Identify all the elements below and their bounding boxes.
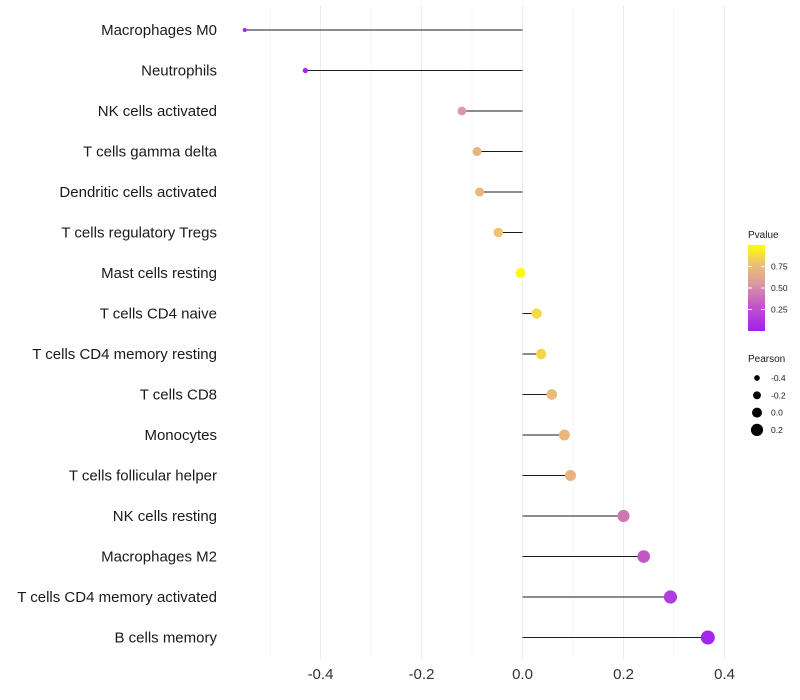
size-legend-label: 0.0 — [771, 408, 783, 418]
category-label: Monocytes — [144, 427, 217, 444]
category-label: T cells CD4 naive — [100, 306, 217, 323]
size-legend-point — [750, 423, 764, 436]
category-label: T cells gamma delta — [83, 144, 218, 161]
lollipop-point — [558, 429, 570, 441]
category-label: NK cells activated — [98, 103, 217, 120]
category-label: Macrophages M0 — [101, 22, 217, 39]
category-label: T cells CD4 memory activated — [17, 589, 217, 606]
category-label: Mast cells resting — [101, 265, 217, 282]
lollipop-point — [546, 389, 558, 400]
size-legend-label: 0.2 — [771, 425, 783, 435]
x-tick-label: -0.4 — [308, 666, 334, 683]
category-label: Macrophages M2 — [101, 549, 217, 566]
lollipop-point — [535, 348, 547, 360]
size-legend-point — [752, 407, 762, 418]
color-legend-bar — [748, 245, 765, 331]
lollipop-point — [493, 227, 504, 238]
lollipop-point — [700, 630, 715, 645]
lollipop-point — [475, 187, 485, 197]
color-legend-label: 0.25 — [771, 305, 788, 315]
x-tick-label: 0.4 — [714, 666, 735, 683]
category-label: NK cells resting — [113, 508, 217, 525]
lollipop-point — [242, 28, 247, 32]
color-legend-label: 0.75 — [771, 262, 788, 272]
color-legend-label: 0.50 — [771, 283, 788, 293]
size-legend-label: -0.2 — [771, 390, 786, 400]
category-label: T cells CD4 memory resting — [32, 346, 217, 363]
x-tick-label: 0.0 — [512, 666, 533, 683]
lollipop-point — [457, 106, 467, 116]
lollipop-point — [515, 268, 526, 278]
size-legend-title: Pearson — [748, 354, 785, 365]
x-tick-label: -0.2 — [409, 666, 435, 683]
lollipop-point — [663, 590, 678, 604]
category-label: T cells regulatory Tregs — [61, 225, 217, 242]
category-label: T cells follicular helper — [69, 468, 217, 485]
legend: Pvalue 0.75 0.50 0.25 Pearson -0.4 -0.2 0.0 0… — [748, 230, 788, 436]
lollipop-point — [637, 550, 651, 563]
x-tick-label: 0.2 — [613, 666, 634, 683]
category-label: Neutrophils — [141, 63, 217, 80]
category-label: T cells CD8 — [140, 387, 217, 404]
category-label: B cells memory — [114, 630, 217, 647]
size-legend-point — [754, 375, 760, 381]
lollipop-point — [302, 67, 308, 74]
color-legend-title: Pvalue — [748, 230, 779, 241]
lollipop-point — [472, 146, 482, 157]
size-legend-point — [753, 391, 761, 400]
lollipop-point — [531, 308, 542, 319]
lollipop-point — [564, 469, 576, 482]
size-legend-label: -0.4 — [771, 373, 786, 383]
lollipop-point — [617, 509, 630, 523]
category-label: Dendritic cells activated — [59, 184, 217, 201]
